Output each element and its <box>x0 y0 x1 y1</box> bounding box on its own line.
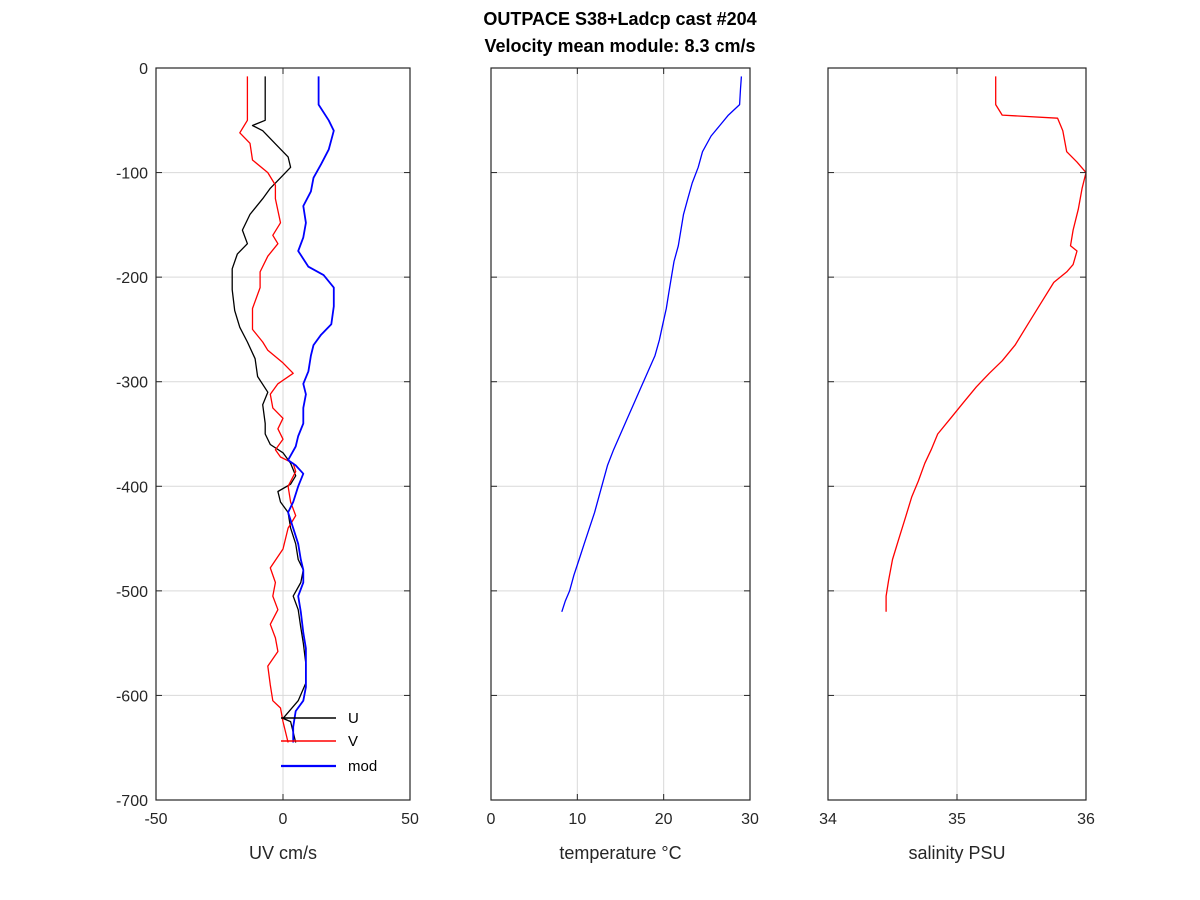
temperature-xtick-label-0: 0 <box>487 811 496 828</box>
uv-xtick-label-0: -50 <box>144 811 167 828</box>
salinity-xaxis-label: salinity PSU <box>908 843 1005 863</box>
uv-series-v-line <box>239 76 297 743</box>
uv-series-u-line <box>231 76 307 743</box>
uv-xaxis-label: UV cm/s <box>249 843 317 863</box>
salinity-xtick-label-0: 34 <box>819 811 837 828</box>
uv-ytick-label-2: -200 <box>116 270 148 287</box>
salinity-xtick-label-2: 36 <box>1077 811 1095 828</box>
salinity-panel: 34 35 36 salinity PSU <box>819 67 1095 863</box>
legend-v-label: V <box>348 733 358 750</box>
chart-subtitle: Velocity mean module: 8.3 cm/s <box>484 36 755 56</box>
legend-u-label: U <box>348 710 359 727</box>
chart-title: OUTPACE S38+Ladcp cast #204 <box>483 9 756 29</box>
legend-mod-label: mod <box>348 758 377 775</box>
temperature-panel: 0 10 20 30 temperature °C <box>487 67 759 863</box>
uv-xtick-label-2: 50 <box>401 811 419 828</box>
temperature-xtick-label-2: 20 <box>655 811 673 828</box>
temperature-xaxis-label: temperature °C <box>559 843 681 863</box>
uv-series-mod-line <box>287 76 335 743</box>
salinity-series-line-line <box>885 76 1087 612</box>
uv-ytick-label-1: -100 <box>116 166 148 183</box>
uv-ytick-label-3: -300 <box>116 375 148 392</box>
temperature-xtick-label-3: 30 <box>741 811 759 828</box>
temperature-series-line-line <box>561 76 743 613</box>
uv-ytick-label-0: 0 <box>139 61 148 78</box>
temperature-axes-frame <box>490 67 751 801</box>
uv-ytick-label-5: -500 <box>116 584 148 601</box>
uv-xtick-label-1: 0 <box>279 811 288 828</box>
salinity-xtick-label-1: 35 <box>948 811 966 828</box>
uv-ytick-label-4: -400 <box>116 479 148 496</box>
uv-ytick-label-6: -600 <box>116 688 148 705</box>
uv-ytick-label-7: -700 <box>116 793 148 810</box>
temperature-xtick-label-1: 10 <box>568 811 586 828</box>
